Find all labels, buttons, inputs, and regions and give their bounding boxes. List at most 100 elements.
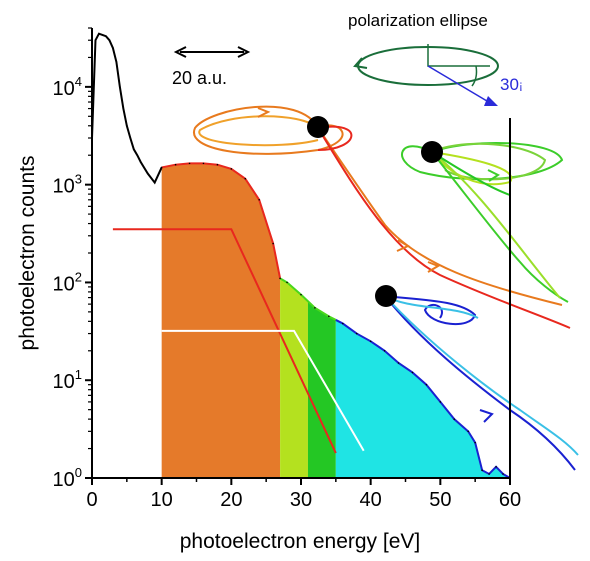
region-0 bbox=[161, 163, 281, 478]
spectrum-point bbox=[328, 315, 330, 318]
spectrum-segment-1 bbox=[161, 162, 282, 279]
spectrum-point bbox=[94, 39, 97, 42]
region-2 bbox=[307, 301, 336, 478]
spectrum-point bbox=[300, 293, 302, 296]
spectrum-point bbox=[160, 166, 163, 169]
spectrum-point bbox=[502, 473, 504, 475]
spectrum-point bbox=[188, 162, 191, 165]
scale-bar-right-arrow bbox=[237, 46, 251, 58]
spectrum-colored-regions bbox=[161, 163, 510, 478]
spectrum-point bbox=[129, 137, 132, 139]
angle-unit: ¡ bbox=[519, 78, 523, 92]
spectrum-point bbox=[146, 172, 149, 175]
region-3 bbox=[335, 319, 510, 478]
spectrum-point bbox=[136, 154, 139, 157]
spectrum-point bbox=[153, 181, 156, 184]
spectrum-point bbox=[98, 32, 100, 35]
spectrum-point bbox=[439, 401, 442, 403]
y-tick-label: 100 bbox=[53, 465, 82, 491]
x-tick-label: 10 bbox=[151, 489, 173, 511]
spectrum-point bbox=[369, 340, 372, 343]
spectrum-point bbox=[133, 148, 135, 151]
x-tick-label: 50 bbox=[429, 489, 451, 511]
x-tick-label: 20 bbox=[220, 489, 242, 511]
y-tick-exponent: 2 bbox=[75, 269, 82, 284]
model-lines bbox=[112, 228, 365, 454]
spectrum-point bbox=[258, 198, 261, 201]
green-trajectory bbox=[401, 142, 569, 303]
spectrum-point bbox=[105, 35, 107, 37]
spectrum-point bbox=[411, 371, 414, 374]
model-line-1 bbox=[161, 329, 365, 452]
spectrum-point bbox=[314, 307, 316, 309]
field-direction-line bbox=[427, 65, 493, 105]
x-tick-label: 60 bbox=[499, 489, 521, 511]
spectrum-point bbox=[216, 163, 219, 166]
angle-arc bbox=[471, 65, 478, 87]
spectrum-point bbox=[495, 466, 497, 468]
spectrum-point bbox=[202, 162, 205, 165]
spectrum-point bbox=[101, 34, 104, 36]
ellipse-label: polarization ellipse bbox=[348, 11, 488, 30]
x-tick-label: 30 bbox=[290, 489, 312, 511]
spectrum-point bbox=[383, 349, 386, 352]
y-tick-base: 10 bbox=[53, 273, 75, 295]
scale-bar-label: 20 a.u. bbox=[172, 68, 227, 88]
spectrum-point bbox=[474, 441, 476, 444]
spectrum-point bbox=[244, 177, 247, 180]
x-tick-label: 0 bbox=[86, 489, 97, 511]
y-tick-label: 104 bbox=[53, 74, 82, 100]
spectrum-point bbox=[112, 47, 114, 49]
spectrum-curve bbox=[91, 32, 511, 479]
electron-dot-green bbox=[421, 141, 443, 163]
spectrum-segment-2 bbox=[279, 277, 337, 321]
orange-trajectory bbox=[193, 105, 571, 329]
spectrum-point bbox=[467, 430, 470, 433]
x-axis-title: photoelectron energy [eV] bbox=[180, 530, 421, 553]
spectrum-point bbox=[481, 469, 483, 472]
spectrum-point bbox=[342, 322, 344, 325]
spectrum-point bbox=[126, 124, 128, 127]
field-direction-arrowhead bbox=[484, 96, 498, 106]
y-tick-exponent: 4 bbox=[75, 74, 82, 89]
spectrum-point bbox=[230, 168, 233, 170]
y-tick-exponent: 0 bbox=[75, 465, 82, 480]
spectrum-point bbox=[425, 383, 428, 386]
y-axis-title: photoelectron counts bbox=[16, 156, 39, 351]
spectrum-segment-0 bbox=[91, 32, 163, 185]
y-tick-base: 10 bbox=[53, 176, 75, 198]
spectrum-point bbox=[115, 61, 118, 63]
electron-dot-blue bbox=[375, 285, 397, 307]
scale-bar-left-arrow bbox=[173, 46, 187, 58]
spectrum-point bbox=[286, 281, 288, 284]
y-tick-exponent: 3 bbox=[75, 172, 82, 187]
spectrum-point bbox=[453, 418, 456, 420]
region-1 bbox=[280, 278, 308, 478]
spectrum-point bbox=[174, 163, 177, 166]
spectrum-point bbox=[397, 362, 400, 364]
model-line-0 bbox=[112, 228, 337, 454]
x-tick-label: 40 bbox=[360, 489, 382, 511]
spectrum-point bbox=[122, 107, 125, 110]
y-tick-base: 10 bbox=[53, 371, 75, 393]
electron-dot-orange bbox=[307, 116, 329, 138]
x-ticks: 0 10 20 30 40 50 60 bbox=[86, 478, 521, 511]
y-tick-label: 102 bbox=[53, 269, 82, 295]
spectrum-point bbox=[488, 473, 490, 475]
polarization-ellipse-inset: polarization ellipse 30¡ bbox=[348, 11, 523, 106]
y-tick-label: 101 bbox=[53, 367, 82, 393]
scale-bar: 20 a.u. bbox=[172, 46, 251, 88]
ellipse-direction-arrow bbox=[353, 57, 368, 69]
spectrum-point bbox=[108, 39, 111, 42]
spectrum-point bbox=[272, 242, 274, 245]
y-tick-label: 103 bbox=[53, 172, 82, 198]
spectrum-point bbox=[279, 277, 281, 280]
spectrum-point bbox=[139, 161, 142, 163]
angle-value: 30 bbox=[500, 75, 519, 94]
y-tick-base: 10 bbox=[53, 78, 75, 100]
angle-label: 30¡ bbox=[500, 75, 523, 94]
y-tick-exponent: 1 bbox=[75, 367, 82, 382]
y-tick-base: 10 bbox=[53, 469, 75, 491]
